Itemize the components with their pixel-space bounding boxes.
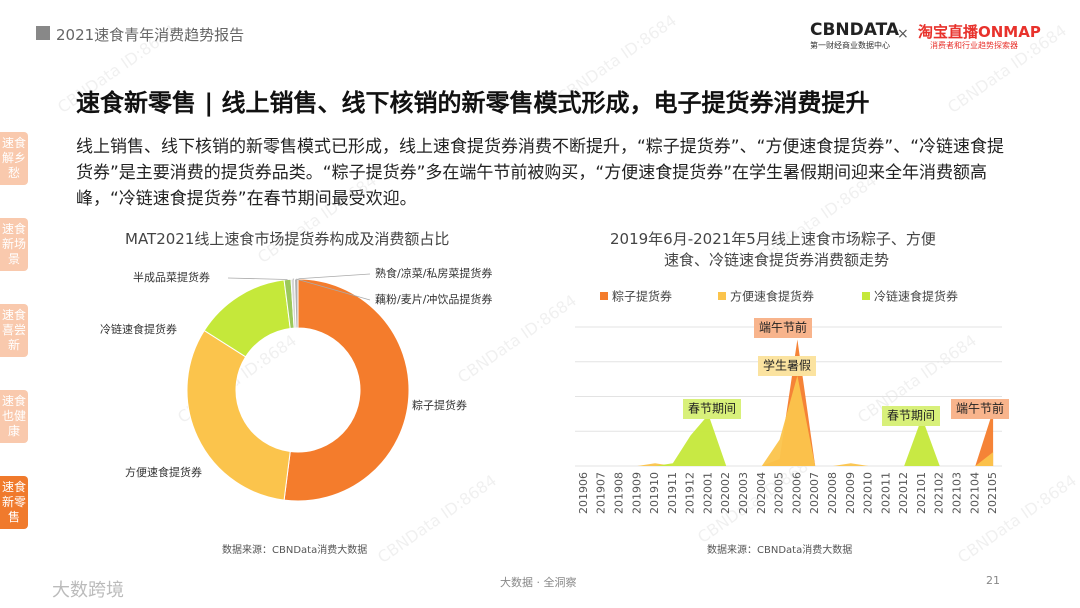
legend-label: 冷链速食提货券 [874,289,958,304]
legend-swatch [600,292,608,300]
area [583,375,994,466]
x-tick-label: 202012 [897,472,910,514]
area [583,339,994,466]
x-tick-label: 202005 [773,472,786,514]
title: 速食新零售 | 线上销售、线下核销的新零售模式形成，电子提货券消费提升 [76,89,870,117]
brand: 大数跨境 [52,580,124,601]
x-tick-label: 201906 [577,472,590,514]
pie-slice [283,278,410,502]
slice-label: 冷链速食提货券 [100,322,177,336]
x-tick-label: 202008 [826,472,839,514]
area [583,414,994,466]
side-tab[interactable]: 速食解乡愁 [0,132,28,185]
annotation: 端午节前 [759,320,807,335]
x-tick-label: 202104 [968,472,981,514]
chart-title: 2019年6月-2021年5月线上速食市场粽子、方便 [610,230,936,248]
x-tick-label: 202101 [915,472,928,514]
side-tab[interactable]: 速食新零售 [0,476,28,529]
pie-slice [186,329,291,501]
slice-label: 粽子提货券 [412,398,467,412]
chart-title: MAT2021线上速食市场提货券构成及消费额占比 [125,230,450,248]
x-tick-label: 202006 [790,472,803,514]
legend-label: 粽子提货券 [612,289,672,304]
footer: 大数据 · 全洞察 [500,576,577,589]
header-mark [36,26,50,40]
x-tick-label: 202003 [737,472,750,514]
leader-line [292,273,371,280]
legend-swatch [862,292,870,300]
paragraph: 线上销售、线下核销的新零售模式已形成，线上速食提货券消费不断提升，“粽子提货券”… [76,137,1005,209]
x-tick-label: 202102 [933,472,946,514]
logo-sub: 第一财经商业数据中心 [810,41,890,50]
logo: CBNDATA [810,20,900,40]
leader-line [227,277,288,280]
watermark: CBNData ID:8684 [374,471,500,567]
x-tick-label: 201908 [612,472,625,514]
slice-label: 方便速食提货券 [125,465,202,479]
leader-line [296,278,371,301]
slice-label: 藕粉/麦片/冲饮品提货券 [375,292,492,306]
side-tab[interactable]: 速食也健康 [0,390,28,443]
source: 数据来源：CBNData消费大数据 [222,545,368,556]
logo-sub: 消费者和行业趋势探索器 [930,41,1018,50]
logo: 淘宝直播ONMAP [918,23,1041,41]
annotation: 春节期间 [688,402,736,416]
annotation-box [882,406,940,426]
x-tick-label: 202105 [986,472,999,514]
side-tab[interactable]: 速食新场景 [0,218,28,271]
x-tick-label: 201907 [595,472,608,514]
source: 数据来源：CBNData消费大数据 [707,545,853,556]
x-tick-label: 201909 [630,472,643,514]
x-tick-label: 202103 [951,472,964,514]
legend-label: 方便速食提货券 [730,289,814,304]
pie-slice [293,278,299,329]
x-tick-label: 201912 [684,472,697,514]
x-tick-label: 202009 [844,472,857,514]
annotation: 端午节前 [956,401,1004,416]
annotation-box [754,318,812,338]
x-tick-label: 202002 [719,472,732,514]
chart-title: 速食、冷链速食提货券消费额走势 [664,251,890,269]
slice-label: 半成品菜提货券 [133,270,210,284]
annotation: 春节期间 [887,409,935,423]
x-tick-label: 202011 [879,472,892,514]
annotation-box [683,399,741,419]
x-tick-label: 201910 [648,472,661,514]
side-tab[interactable]: 速食喜尝新 [0,304,28,357]
annotation-box [951,399,1009,419]
report-name: 2021速食青年消费趋势报告 [56,26,245,44]
logo-times: × [897,26,909,42]
annotation: 学生暑假 [763,358,811,373]
x-tick-label: 202004 [755,472,768,514]
page-number: 21 [986,574,1000,587]
x-tick-label: 202001 [701,472,714,514]
annotation-box [758,356,816,376]
slice-label: 熟食/凉菜/私房菜提货券 [375,266,492,280]
x-tick-label: 202010 [862,472,875,514]
x-tick-label: 202007 [808,472,821,514]
x-tick-label: 201911 [666,472,679,514]
legend-swatch [718,292,726,300]
